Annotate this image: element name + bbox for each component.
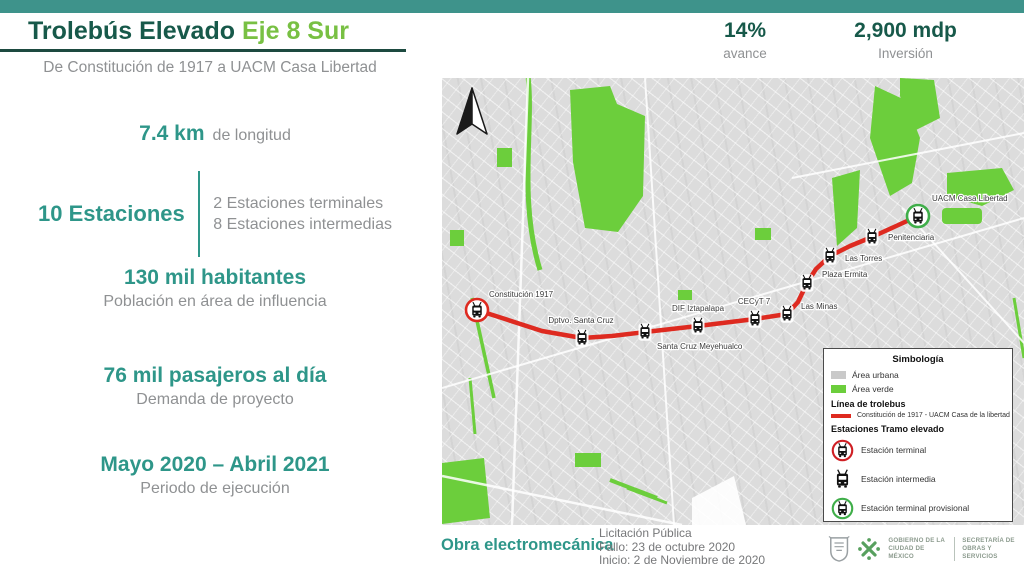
legend-title: Simbología (892, 354, 944, 365)
length-value: 7.4 km (139, 122, 205, 145)
station-label: Plaza Ermita (822, 270, 868, 279)
station-label: Penitenciaria (888, 233, 935, 242)
progress-label: avance (723, 46, 767, 61)
stations-detail-terminales: 2 Estaciones terminales (213, 195, 384, 212)
length-label: de longitud (212, 127, 291, 144)
bidding-line-2: Fallo: 23 de octubre 2020 (599, 539, 736, 554)
urban-area-label: Área urbana (852, 370, 899, 380)
green-areas (442, 78, 1024, 524)
north-arrow-icon (456, 87, 488, 135)
government-logos: GOBIERNO DE LA CIUDAD DE MÉXICO SECRETAR… (828, 529, 1024, 569)
kpi-progress: 14% avance (700, 19, 790, 61)
bidding-line-1: Licitación Pública (599, 526, 692, 540)
station-cecyt-7: CECyT 7 (737, 296, 772, 328)
station-santa-cruz-meyehualco: Santa Cruz Meyehualco (638, 323, 744, 352)
station-label: Las Minas (801, 302, 837, 311)
intermediate-station-icon (836, 468, 849, 488)
gov-obras-text: SECRETARÍA DE OBRAS Y SERVICIOS (962, 537, 1015, 560)
investment-label: Inversión (878, 46, 933, 61)
investment-value: 2,900 mdp (854, 19, 957, 42)
title-underline (0, 49, 406, 52)
trolebus-line-swatch (831, 413, 851, 418)
work-type-label: Obra electromecánica (441, 536, 614, 554)
route-map: Constitución 1917 Dptvo. Santa Cruz Santa … (442, 78, 1024, 525)
stat-population: 130 mil habitantes Población en área de … (0, 266, 430, 311)
station-dif-iztapalapa: DIF Iztapalapa (671, 303, 726, 335)
station-label: DIF Iztapalapa (672, 304, 725, 313)
station-label: Las Torres (845, 254, 882, 263)
station-label: UACM Casa Libertad (932, 194, 1008, 203)
green-area-swatch (831, 384, 846, 393)
station-label: Santa Cruz Meyehualco (657, 342, 743, 351)
station-label: Dptvo. Santa Cruz (548, 316, 613, 325)
stat-demand: 76 mil pasajeros al día Demanda de proye… (0, 364, 430, 409)
station-uacm-casa-libertad: UACM Casa Libertad (905, 193, 1009, 229)
kpi-investment: 2,900 mdp Inversión (833, 19, 978, 61)
bidding-line-3: Inicio: 2 de Noviembre de 2020 (599, 553, 766, 567)
cdmx-logo-icon (858, 538, 881, 560)
title-highlight: Eje 8 Sur (241, 17, 349, 45)
station-constituci-n-1917: Constitución 1917 (464, 289, 555, 323)
period-label: Periodo de ejecución (140, 480, 290, 497)
stations-divider (197, 171, 201, 257)
station-plaza-ermita: Plaza Ermita (800, 269, 869, 292)
station-label: CECyT 7 (738, 297, 771, 306)
stat-period: Mayo 2020 – Abril 2021 Periodo de ejecuc… (0, 453, 430, 498)
top-accent-bar (0, 0, 1024, 13)
provisional-terminal-station-icon (831, 497, 854, 519)
map-roads (442, 78, 1024, 525)
period-value: Mayo 2020 – Abril 2021 (100, 453, 330, 476)
demand-label: Demanda de proyecto (136, 391, 294, 408)
legend-line-section: Línea de trolebus (831, 398, 906, 409)
terminal-station-label: Estación terminal (861, 445, 927, 455)
stations-detail-intermedias: 8 Estaciones intermedias (213, 216, 392, 233)
stat-stations: 10 Estaciones 2 Estaciones terminales 8 … (0, 170, 430, 258)
map-legend: Simbología Área urbana Área verde Línea … (823, 348, 1013, 522)
stations-value: 10 Estaciones (37, 201, 185, 226)
terminal-station-icon (831, 439, 854, 461)
urban-area-swatch (831, 371, 846, 379)
green-area-label: Área verde (852, 383, 894, 394)
demand-value: 76 mil pasajeros al día (103, 364, 327, 387)
provisional-terminal-station-label: Estación terminal provisional (861, 503, 970, 513)
population-value: 130 mil habitantes (123, 266, 307, 289)
gov-cdmx-text: GOBIERNO DE LA CIUDAD DE MÉXICO (888, 537, 946, 560)
station-las-torres: Las Torres (823, 247, 883, 265)
population-label: Población en área de influencia (103, 293, 327, 310)
trolebus-line-label: Constitución de 1917 - UACM Casa de la l… (857, 412, 1010, 419)
progress-value: 14% (723, 19, 767, 42)
page-title: Trolebús Elevado Eje 8 Sur (28, 17, 349, 46)
bidding-details: Licitación Pública Fallo: 23 de octubre … (599, 526, 766, 568)
stat-length: 7.4 km de longitud (0, 122, 430, 146)
station-penitenciaria: Penitenciaria (865, 228, 936, 246)
station-label: Constitución 1917 (489, 290, 554, 299)
route-subtitle: De Constitución de 1917 a UACM Casa Libe… (43, 59, 377, 76)
stations-layer: Constitución 1917 Dptvo. Santa Cruz Santa … (464, 193, 1009, 352)
station-las-minas: Las Minas (780, 301, 839, 323)
station-dptvo-santa-cruz: Dptvo. Santa Cruz (547, 315, 615, 347)
intermediate-station-label: Estación intermedia (861, 474, 936, 484)
legend-stations-section: Estaciones Tramo elevado (831, 424, 945, 434)
cdmx-shield-icon (828, 536, 850, 562)
logo-divider (954, 537, 956, 561)
title-main: Trolebús Elevado (28, 17, 236, 45)
